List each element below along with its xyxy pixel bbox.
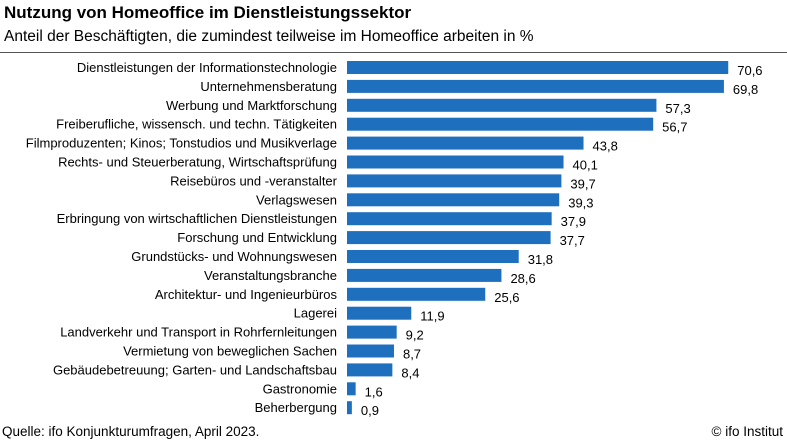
bar — [347, 212, 552, 226]
category-label: Filmproduzenten; Kinos; Tonstudios und M… — [26, 136, 337, 151]
category-label: Forschung und Entwicklung — [177, 230, 337, 245]
chart-title: Nutzung von Homeoffice im Dienstleistung… — [4, 3, 412, 22]
bar — [347, 117, 654, 131]
category-label: Rechts- und Steuerberatung, Wirtschaftsp… — [58, 155, 337, 170]
bar — [347, 79, 724, 93]
category-label: Vermietung von beweglichen Sachen — [123, 344, 337, 359]
chart-subtitle: Anteil der Beschäftigten, die zumindest … — [4, 28, 534, 45]
category-label: Dienstleistungen der Informationstechnol… — [77, 60, 337, 75]
category-label: Gastronomie — [263, 381, 337, 396]
value-label: 69,8 — [733, 82, 758, 97]
bar — [347, 382, 356, 396]
bar — [347, 61, 729, 74]
category-label: Veranstaltungsbranche — [204, 268, 337, 283]
bar — [347, 325, 397, 339]
bar — [347, 193, 560, 207]
value-label: 43,8 — [593, 139, 618, 154]
value-label: 31,8 — [528, 252, 553, 267]
category-label: Grundstücks- und Wohnungswesen — [131, 249, 337, 264]
value-label: 1,6 — [365, 384, 383, 399]
category-label: Reisebüros und -veranstalter — [170, 173, 338, 188]
category-label: Landverkehr und Transport in Rohrfernlei… — [60, 325, 337, 340]
copyright-credit: © ifo Institut — [711, 424, 783, 439]
bar — [347, 155, 564, 169]
bar — [347, 136, 584, 150]
category-label: Werbung und Marktforschung — [166, 98, 337, 113]
value-label: 25,6 — [494, 290, 519, 305]
category-label: Freiberufliche, wissensch. und techn. Tä… — [56, 117, 337, 132]
value-label: 0,9 — [361, 403, 379, 418]
category-label: Lagerei — [294, 306, 337, 321]
bar — [347, 363, 393, 377]
bar — [347, 401, 352, 415]
value-label: 39,7 — [570, 176, 595, 191]
bar — [347, 268, 502, 282]
value-label: 8,4 — [401, 365, 419, 380]
bar — [347, 174, 562, 188]
category-label: Architektur- und Ingenieurbüros — [155, 287, 338, 302]
bar — [347, 250, 519, 263]
bar — [347, 344, 394, 358]
value-label: 39,3 — [568, 195, 593, 210]
value-label: 37,9 — [561, 214, 586, 229]
source-note: Quelle: ifo Konjunkturumfragen, April 20… — [2, 424, 260, 439]
value-label: 11,9 — [420, 309, 444, 324]
bar — [347, 287, 486, 301]
bar — [347, 306, 412, 320]
value-label: 28,6 — [510, 271, 535, 286]
value-label: 9,2 — [406, 328, 424, 343]
category-label: Erbringung von wirtschaftlichen Dienstle… — [57, 211, 337, 226]
value-label: 8,7 — [403, 347, 421, 362]
bar — [347, 231, 551, 245]
value-label: 37,7 — [560, 233, 585, 248]
value-label: 70,6 — [737, 63, 762, 78]
value-label: 40,1 — [573, 158, 598, 173]
title-divider — [0, 52, 787, 53]
category-label: Unternehmensberatung — [200, 79, 337, 94]
category-label: Verlagswesen — [256, 192, 337, 207]
value-label: 57,3 — [665, 101, 690, 116]
category-label: Gebäudebetreuung; Garten- und Landschaft… — [53, 362, 337, 377]
bar — [347, 98, 657, 112]
value-label: 56,7 — [662, 120, 687, 135]
category-label: Beherbergung — [255, 400, 337, 415]
